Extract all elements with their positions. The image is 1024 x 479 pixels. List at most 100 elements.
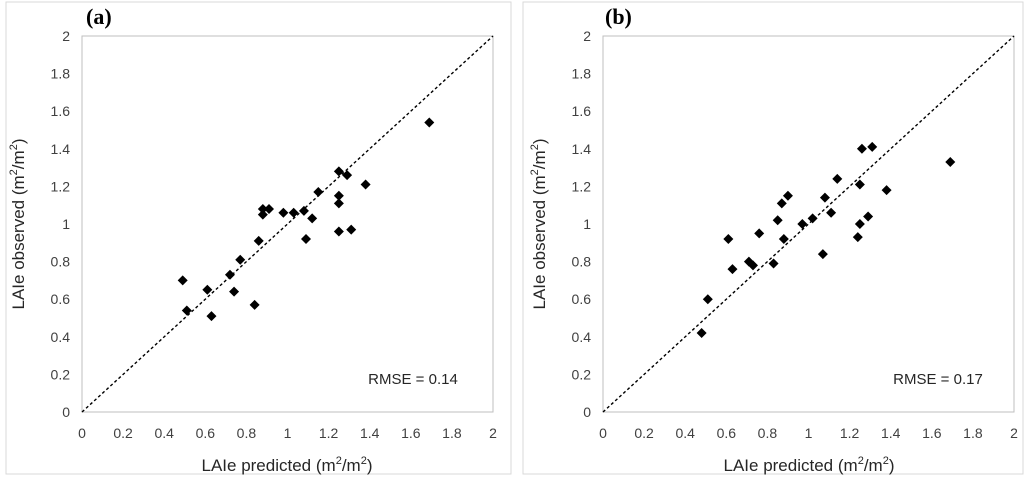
data-point [249, 299, 260, 310]
y-tick-label: 0.8 [51, 254, 71, 270]
y-tick-label: 0.4 [51, 329, 71, 345]
data-point [333, 190, 344, 201]
x-tick-label: 0.2 [634, 425, 654, 441]
y-tick-label: 0.2 [572, 366, 592, 382]
y-axis-title: LAIe observed (m2/m2) [8, 139, 28, 310]
x-tick-label: 0.6 [717, 425, 737, 441]
data-point [772, 215, 783, 226]
data-point [817, 249, 828, 260]
x-tick-label: 1.6 [922, 425, 942, 441]
x-axis-title: LAIe predicted (m2/m2) [724, 455, 895, 475]
data-point [852, 232, 863, 243]
y-tick-label: 1.2 [51, 178, 71, 194]
data-point [177, 275, 188, 286]
one-to-one-line [81, 35, 494, 413]
rmse-annotation: RMSE = 0.17 [893, 371, 983, 388]
data-point [360, 179, 371, 190]
x-tick-label: 1.8 [442, 425, 462, 441]
rmse-annotation: RMSE = 0.14 [368, 371, 458, 388]
plot-area [602, 35, 1015, 413]
x-tick-label: 1.8 [963, 425, 983, 441]
x-tick-label: 1 [284, 425, 292, 441]
data-point [782, 190, 793, 201]
data-point [298, 205, 309, 216]
data-point [863, 211, 874, 222]
x-axis-title: LAIe predicted (m2/m2) [202, 455, 373, 475]
y-tick-label: 0.8 [572, 254, 592, 270]
data-point [856, 143, 867, 154]
y-tick-label: 1 [62, 216, 70, 232]
y-tick-label: 0.6 [51, 291, 71, 307]
data-point [826, 207, 837, 218]
y-tick-label: 2 [62, 28, 70, 44]
y-axis-title: LAIe observed (m2/m2) [529, 139, 549, 310]
x-tick-label: 0.6 [196, 425, 216, 441]
data-point [253, 235, 264, 246]
data-point [776, 198, 787, 209]
x-tick-label: 0.8 [237, 425, 257, 441]
data-point [727, 264, 738, 275]
panel-label: (b) [605, 4, 632, 29]
y-tick-label: 0 [62, 404, 70, 420]
y-tick-label: 1.8 [51, 66, 71, 82]
x-tick-label: 2 [1010, 425, 1018, 441]
x-tick-label: 1.4 [881, 425, 901, 441]
y-tick-label: 0.4 [572, 329, 592, 345]
data-point [264, 203, 275, 214]
panel-label: (a) [86, 4, 112, 29]
x-tick-label: 2 [489, 425, 497, 441]
x-tick-label: 0.8 [758, 425, 778, 441]
data-point [333, 166, 344, 177]
data-point [307, 213, 318, 224]
y-tick-label: 1.2 [572, 178, 592, 194]
data-point [300, 234, 311, 245]
data-point [778, 234, 789, 245]
x-tick-label: 0.2 [113, 425, 133, 441]
data-point [881, 185, 892, 196]
data-point [224, 269, 235, 280]
chart-frame [522, 1, 1024, 475]
data-point [257, 203, 268, 214]
data-point [723, 234, 734, 245]
data-point [229, 286, 240, 297]
data-point [181, 305, 192, 316]
chart-panel-b: 0 0.2 0.4 0.6 0.8 1 1.2 1.4 1.6 1.8 2 0 0.2 0.4 0.6 0.8… [522, 1, 1024, 475]
y-tick-label: 0 [583, 404, 591, 420]
data-point [333, 198, 344, 209]
data-point [288, 207, 299, 218]
data-point [807, 213, 818, 224]
data-point [854, 179, 865, 190]
data-point [206, 311, 217, 322]
x-tick-label: 0.4 [675, 425, 695, 441]
data-point [696, 328, 707, 339]
data-point [854, 219, 865, 229]
x-tick-label: 1.2 [319, 425, 339, 441]
y-tick-label: 1.8 [572, 66, 592, 82]
data-point [702, 294, 713, 305]
data-point [346, 224, 357, 235]
data-point [832, 173, 843, 184]
data-point [945, 156, 956, 167]
data-point [768, 258, 779, 269]
x-tick-label: 1 [805, 425, 813, 441]
data-point [333, 226, 344, 237]
x-tick-label: 0.4 [154, 425, 174, 441]
x-tick-label: 1.4 [360, 425, 380, 441]
y-tick-label: 1.4 [51, 141, 71, 157]
chart-frame [5, 1, 512, 475]
data-point [754, 228, 765, 239]
data-point [278, 207, 289, 218]
y-tick-label: 1 [583, 216, 591, 232]
y-tick-label: 0.6 [572, 291, 592, 307]
data-point [748, 260, 759, 271]
data-point [342, 170, 353, 181]
chart-panel-a: 0 0.2 0.4 0.6 0.8 1 1.2 1.4 1.6 1.8 2 0 0.2 0.4 0.6 0.8… [5, 1, 512, 475]
y-tick-label: 1.6 [572, 103, 592, 119]
data-point [867, 141, 878, 152]
x-tick-label: 1.6 [401, 425, 421, 441]
plot-area [81, 35, 494, 413]
one-to-one-line [602, 35, 1015, 413]
x-tick-label: 1.2 [840, 425, 860, 441]
data-point [235, 254, 246, 265]
data-point [313, 187, 324, 198]
